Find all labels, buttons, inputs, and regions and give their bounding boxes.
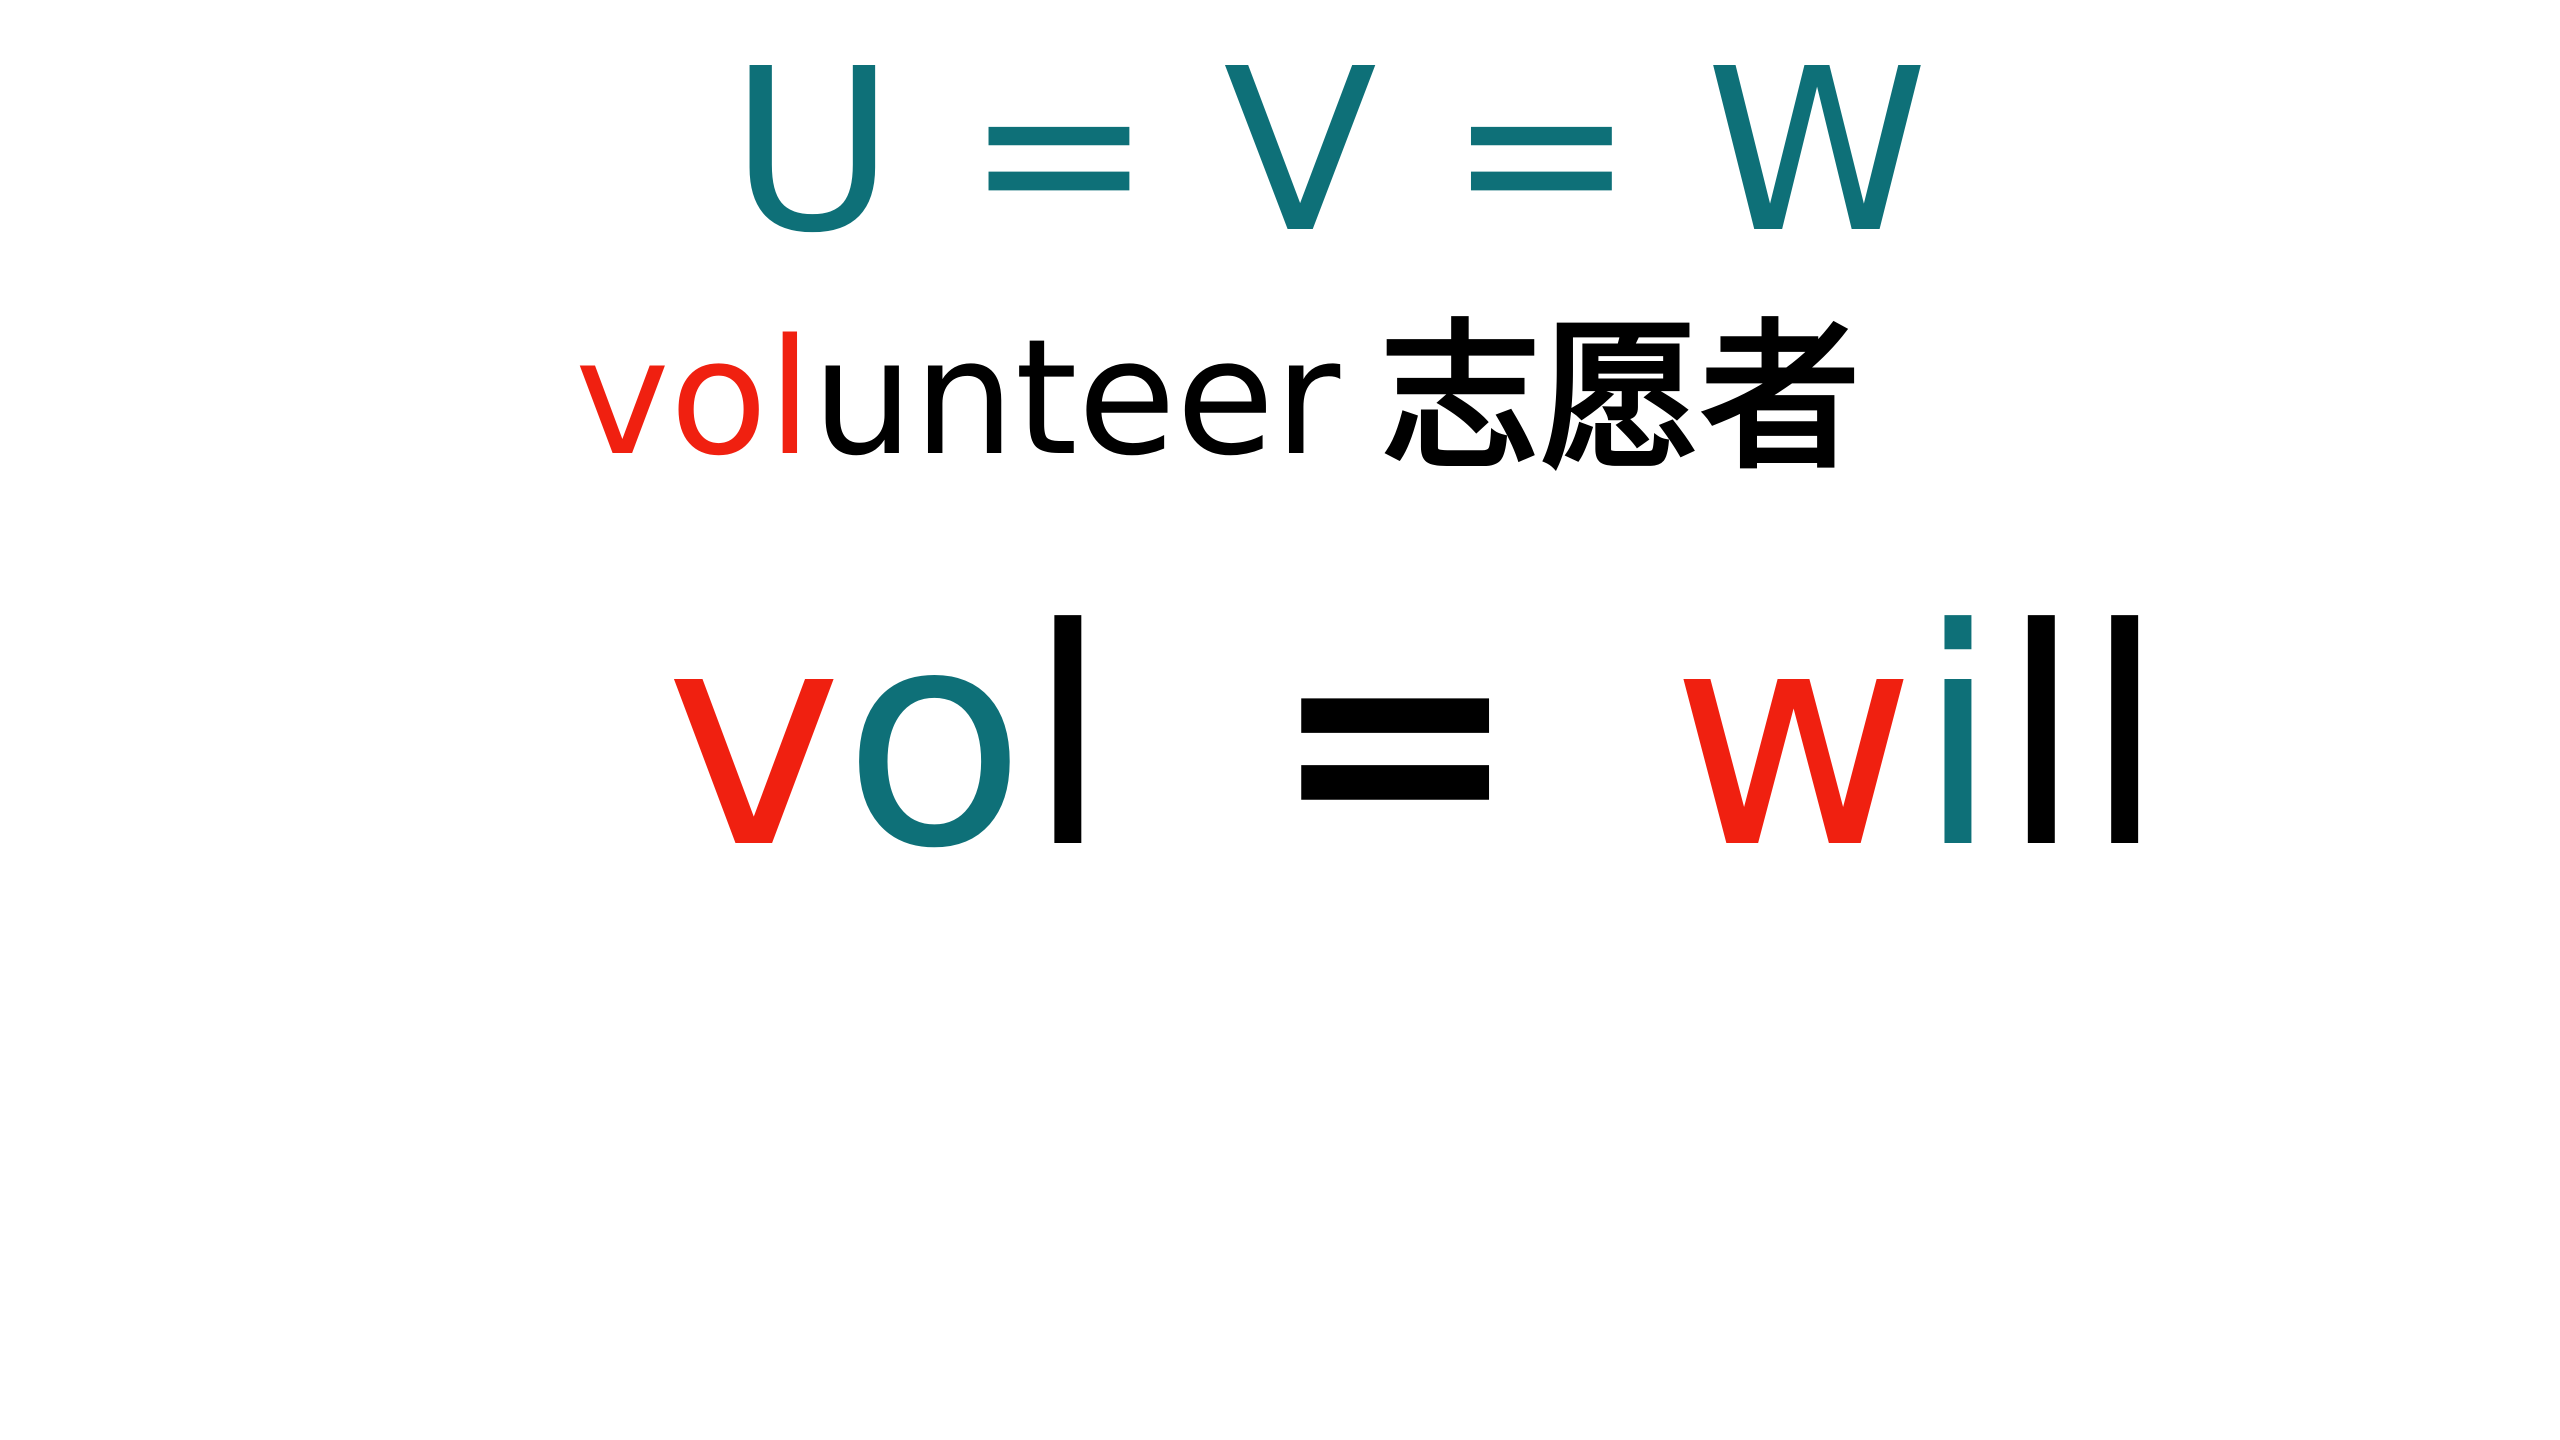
equals-sign-2: = bbox=[1447, 21, 1646, 283]
equals-sign-main: = bbox=[1269, 565, 1521, 914]
will-letter-i: i bbox=[1916, 565, 2000, 914]
vol-letter-l: l bbox=[1026, 565, 1110, 914]
equation-u-v-w: U = V = W bbox=[730, 40, 1998, 265]
will-letter-w: w bbox=[1670, 565, 1917, 914]
equals-sign-1: = bbox=[964, 21, 1164, 283]
will-letters-ll: ll bbox=[1999, 565, 2167, 914]
letter-u: U bbox=[730, 21, 905, 283]
word-volunteer-line: volunteer 志愿者 bbox=[575, 318, 1860, 478]
letter-w: W bbox=[1705, 21, 1939, 283]
volunteer-root-vol: vol bbox=[575, 304, 813, 491]
volunteer-rest: unteer bbox=[812, 304, 1341, 491]
equation-vol-will: vol = will bbox=[665, 590, 2166, 890]
vol-letter-v: v bbox=[665, 565, 843, 914]
vol-letter-o: o bbox=[842, 565, 1027, 914]
chinese-translation: 志愿者 bbox=[1380, 304, 1861, 491]
letter-v: V bbox=[1223, 21, 1388, 283]
